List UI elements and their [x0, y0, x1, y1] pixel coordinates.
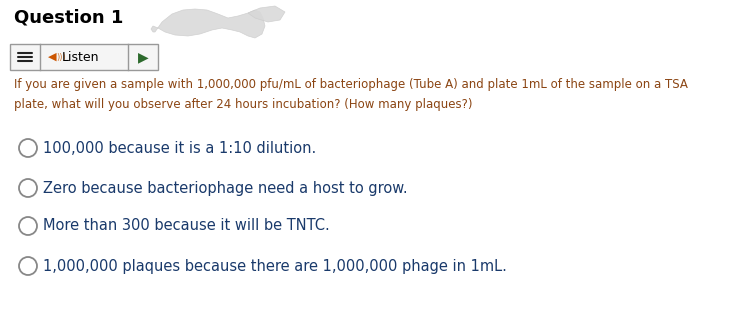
Polygon shape	[248, 6, 285, 22]
Text: ))): )))	[56, 52, 66, 62]
Text: More than 300 because it will be TNTC.: More than 300 because it will be TNTC.	[43, 219, 329, 233]
Text: Question 1: Question 1	[14, 8, 124, 26]
Text: ◀: ◀	[48, 52, 57, 62]
Text: Zero because bacteriophage need a host to grow.: Zero because bacteriophage need a host t…	[43, 181, 408, 195]
Text: 100,000 because it is a 1:10 dilution.: 100,000 because it is a 1:10 dilution.	[43, 140, 316, 156]
Text: 1,000,000 plaques because there are 1,000,000 phage in 1mL.: 1,000,000 plaques because there are 1,00…	[43, 259, 507, 273]
Circle shape	[19, 139, 37, 157]
FancyBboxPatch shape	[10, 44, 158, 70]
Circle shape	[19, 217, 37, 235]
Text: plate, what will you observe after 24 hours incubation? (How many plaques?): plate, what will you observe after 24 ho…	[14, 98, 473, 111]
Circle shape	[19, 257, 37, 275]
Circle shape	[19, 179, 37, 197]
Polygon shape	[151, 9, 265, 38]
Text: Listen: Listen	[62, 51, 100, 63]
Text: If you are given a sample with 1,000,000 pfu/mL of bacteriophage (Tube A) and pl: If you are given a sample with 1,000,000…	[14, 78, 688, 91]
Text: ▶: ▶	[138, 50, 149, 64]
